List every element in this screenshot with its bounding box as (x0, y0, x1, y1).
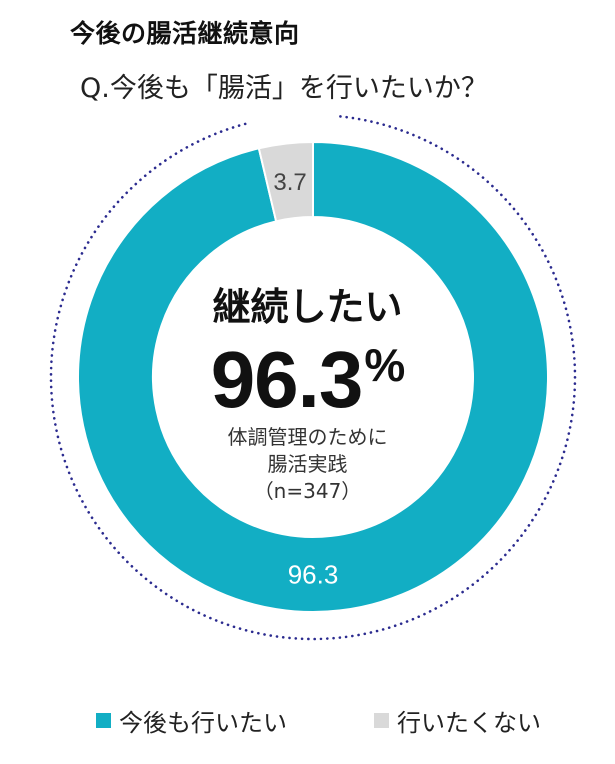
center-subtext-2: 腸活実践 (267, 452, 348, 476)
legend-item-continue: 今後も行いたい (96, 703, 287, 738)
legend-label-continue: 今後も行いたい (119, 709, 287, 737)
legend-swatch-not (374, 713, 389, 728)
data-label-continue: 96.3 (288, 560, 339, 590)
center-sample-size: （n=347） (253, 479, 362, 503)
legend-swatch-continue (96, 713, 111, 728)
center-label: 継続したい (212, 285, 403, 329)
center-subtext-1: 体調管理のために (227, 425, 388, 449)
legend-label-not: 行いたくない (397, 709, 541, 737)
slice-continue (77, 140, 549, 613)
slice-not (257, 140, 314, 223)
center-percentage: 96.3% (0, 334, 615, 426)
data-label-not: 3.7 (273, 169, 306, 196)
legend-item-not: 行いたくない (374, 703, 541, 738)
chart-title: 今後の腸活継続意向 (70, 19, 300, 48)
dotted-ring (49, 115, 577, 641)
center-percentage-value: 96.3 (210, 335, 364, 424)
center-percentage-unit: % (364, 339, 405, 391)
question-text: Q.今後も「腸活」を行いたいか？ (80, 73, 488, 104)
